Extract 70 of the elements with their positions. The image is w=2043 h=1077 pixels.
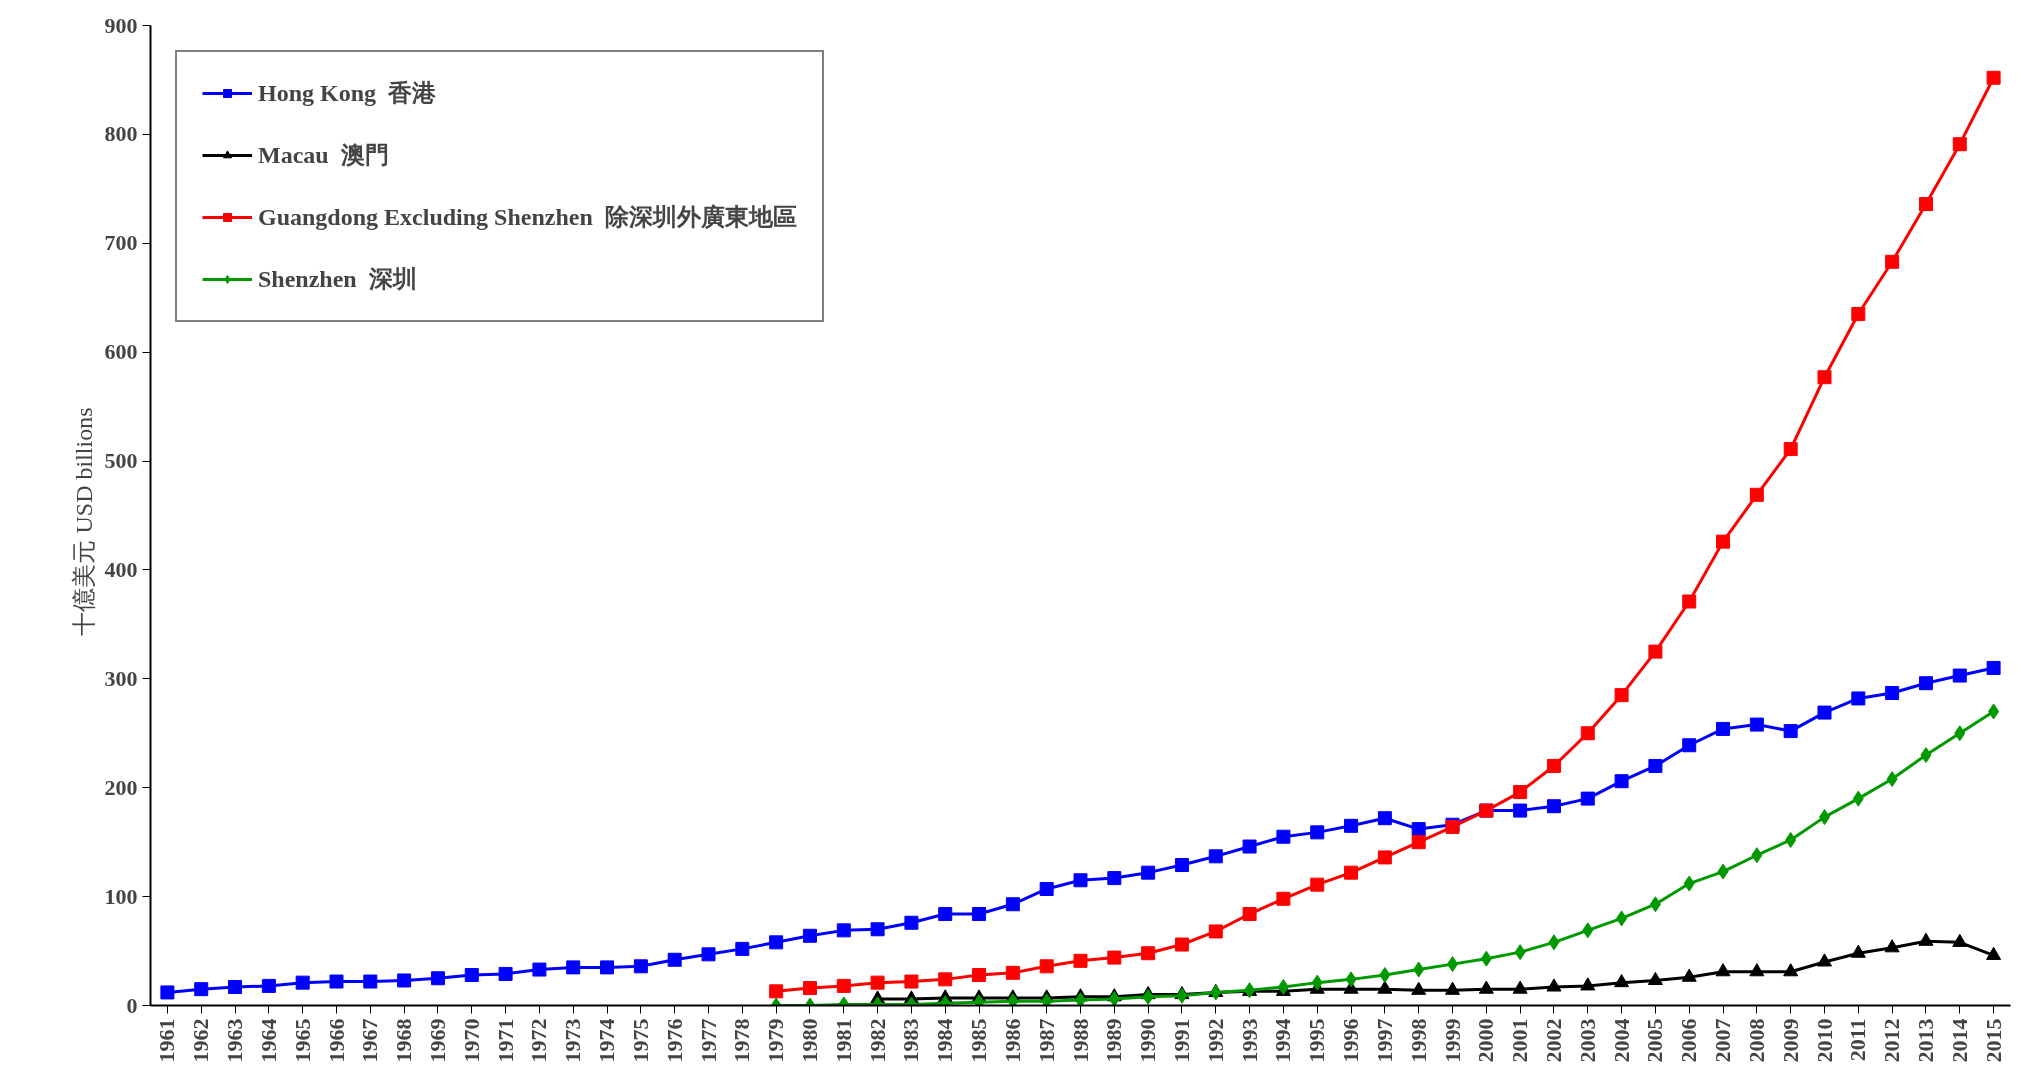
x-tick-label: 2005 bbox=[1642, 1018, 1668, 1063]
x-tick-label: 1999 bbox=[1439, 1018, 1465, 1063]
x-tick-label: 2003 bbox=[1574, 1018, 1600, 1063]
legend-label: Guangdong Excluding Shenzhen 除深圳外廣東地區 bbox=[258, 203, 797, 232]
y-axis-title: 十億美元 USD billions bbox=[70, 407, 97, 636]
x-tick-label: 1997 bbox=[1371, 1018, 1397, 1063]
y-tick-label: 400 bbox=[104, 556, 138, 582]
x-tick-label: 1971 bbox=[492, 1018, 518, 1063]
x-tick-label: 1976 bbox=[661, 1018, 687, 1063]
x-tick-label: 1973 bbox=[560, 1018, 586, 1063]
x-tick-label: 1968 bbox=[391, 1018, 417, 1063]
x-tick-label: 1965 bbox=[289, 1018, 315, 1063]
x-tick-label: 1975 bbox=[627, 1018, 653, 1063]
x-tick-label: 1969 bbox=[424, 1018, 450, 1063]
x-tick-label: 2004 bbox=[1608, 1018, 1634, 1063]
x-tick-label: 1961 bbox=[154, 1018, 180, 1063]
x-tick-label: 1998 bbox=[1405, 1018, 1431, 1063]
legend-label: Shenzhen 深圳 bbox=[258, 265, 417, 294]
x-tick-label: 2011 bbox=[1845, 1018, 1871, 1062]
y-tick-label: 300 bbox=[104, 665, 138, 691]
y-tick-label: 700 bbox=[104, 230, 138, 256]
x-tick-label: 1996 bbox=[1338, 1018, 1364, 1063]
x-tick-label: 1963 bbox=[222, 1018, 248, 1063]
x-tick-label: 1992 bbox=[1202, 1018, 1228, 1063]
x-tick-label: 1980 bbox=[796, 1018, 822, 1063]
x-tick-label: 2012 bbox=[1879, 1018, 1905, 1063]
x-tick-label: 2008 bbox=[1743, 1018, 1769, 1063]
x-tick-label: 2013 bbox=[1912, 1018, 1938, 1063]
x-tick-label: 1990 bbox=[1135, 1018, 1161, 1063]
x-tick-label: 2002 bbox=[1540, 1018, 1566, 1063]
x-tick-label: 2010 bbox=[1811, 1018, 1837, 1063]
x-tick-label: 1985 bbox=[966, 1018, 992, 1063]
x-tick-label: 2006 bbox=[1676, 1018, 1702, 1063]
x-tick-label: 1986 bbox=[999, 1018, 1025, 1063]
y-tick-label: 100 bbox=[104, 883, 138, 909]
x-tick-label: 1967 bbox=[357, 1018, 383, 1063]
x-tick-label: 1972 bbox=[526, 1018, 552, 1063]
x-tick-label: 1984 bbox=[932, 1018, 958, 1063]
x-tick-label: 1981 bbox=[830, 1018, 856, 1063]
x-tick-label: 1987 bbox=[1033, 1018, 1059, 1063]
x-tick-label: 1966 bbox=[323, 1018, 349, 1063]
x-tick-label: 2001 bbox=[1507, 1018, 1533, 1063]
x-tick-label: 2009 bbox=[1777, 1018, 1803, 1063]
x-tick-label: 1994 bbox=[1270, 1018, 1296, 1063]
x-tick-label: 2015 bbox=[1980, 1018, 2006, 1063]
y-tick-label: 500 bbox=[104, 448, 138, 474]
x-tick-label: 1988 bbox=[1067, 1018, 1093, 1063]
x-tick-label: 1995 bbox=[1304, 1018, 1330, 1063]
x-tick-label: 1989 bbox=[1101, 1018, 1127, 1063]
x-tick-label: 1962 bbox=[188, 1018, 214, 1063]
x-tick-label: 1970 bbox=[458, 1018, 484, 1063]
x-tick-label: 1974 bbox=[594, 1018, 620, 1063]
y-tick-label: 0 bbox=[126, 992, 138, 1018]
x-tick-label: 2014 bbox=[1946, 1018, 1972, 1063]
x-tick-label: 1978 bbox=[729, 1018, 755, 1063]
x-tick-label: 1982 bbox=[864, 1018, 890, 1063]
x-tick-label: 1964 bbox=[255, 1018, 281, 1063]
x-tick-label: 1977 bbox=[695, 1018, 721, 1063]
y-tick-label: 800 bbox=[104, 121, 138, 147]
x-tick-label: 1993 bbox=[1236, 1018, 1262, 1063]
x-tick-label: 1979 bbox=[763, 1018, 789, 1063]
y-tick-label: 600 bbox=[104, 339, 138, 365]
y-tick-label: 900 bbox=[104, 12, 138, 38]
y-tick-label: 200 bbox=[104, 774, 138, 800]
x-tick-label: 2000 bbox=[1473, 1018, 1499, 1063]
x-tick-label: 2007 bbox=[1710, 1018, 1736, 1063]
legend-label: Hong Kong 香港 bbox=[258, 79, 437, 108]
legend-label: Macau 澳門 bbox=[258, 141, 389, 170]
x-tick-label: 1983 bbox=[898, 1018, 924, 1063]
x-tick-label: 1991 bbox=[1168, 1018, 1194, 1063]
